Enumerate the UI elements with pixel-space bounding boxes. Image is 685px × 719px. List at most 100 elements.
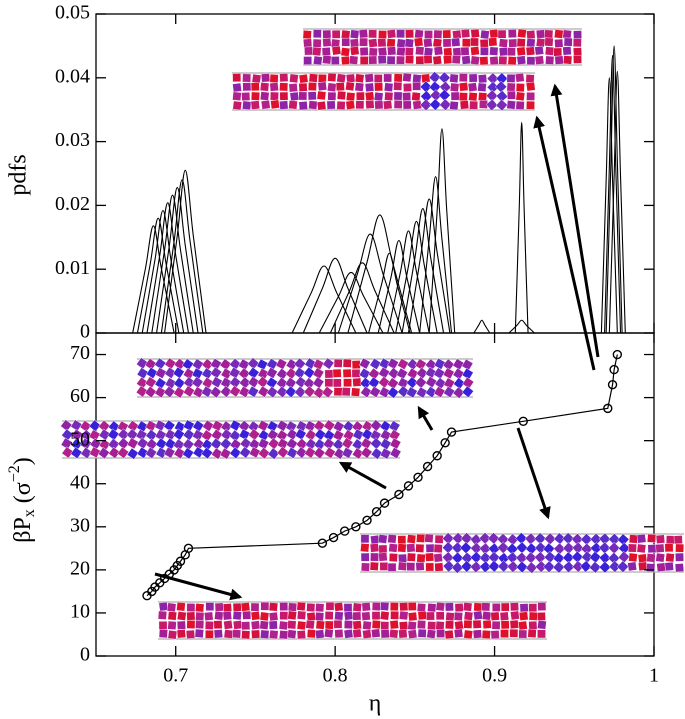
particle [438, 71, 451, 84]
particle [370, 437, 383, 450]
particle [256, 376, 269, 389]
particle [537, 602, 547, 611]
particle [312, 46, 322, 57]
particle [398, 629, 408, 639]
particle [488, 551, 501, 564]
data-point [371, 507, 382, 517]
particle [260, 601, 270, 611]
particle [144, 358, 157, 371]
particle [154, 429, 167, 441]
particle [182, 438, 195, 451]
particle [334, 611, 344, 621]
particle [544, 29, 554, 39]
particle [468, 73, 478, 83]
data-point [432, 451, 442, 461]
particle [402, 72, 412, 83]
particle [443, 377, 456, 390]
particle [458, 82, 469, 92]
particle [369, 543, 380, 553]
particle [250, 602, 260, 612]
particle [219, 358, 232, 371]
particle [393, 73, 403, 83]
particle [383, 82, 394, 92]
particle [449, 82, 460, 93]
particle [500, 602, 510, 612]
particle [144, 376, 157, 389]
particle [219, 437, 232, 450]
particle [313, 447, 326, 460]
particle [345, 73, 356, 84]
particle [500, 620, 510, 630]
particle [186, 603, 196, 612]
particle [459, 541, 473, 554]
particle [656, 562, 666, 573]
data-point [183, 543, 194, 554]
particle [581, 550, 594, 563]
particle [425, 562, 435, 572]
particle [374, 100, 384, 110]
particle [370, 447, 383, 460]
particle [364, 91, 375, 101]
particle [516, 38, 526, 48]
particle [314, 428, 327, 441]
particle [269, 91, 279, 101]
particle [451, 541, 464, 554]
particle [617, 533, 630, 546]
particle [617, 550, 631, 564]
particle [286, 447, 299, 459]
particle [341, 37, 351, 47]
particle [598, 561, 612, 574]
particle [467, 82, 478, 92]
particle [241, 630, 251, 640]
particle [390, 610, 399, 620]
particle [270, 99, 280, 110]
particle [454, 603, 464, 613]
particle [490, 630, 500, 640]
pdf-curve [508, 319, 535, 334]
particle [360, 562, 370, 572]
particle [239, 376, 252, 389]
particle [330, 56, 340, 65]
particle [285, 358, 298, 371]
particle [496, 533, 510, 546]
particle [205, 629, 214, 639]
particle [407, 629, 418, 640]
particle [452, 47, 462, 57]
particle [202, 419, 215, 432]
particle [268, 602, 279, 612]
particle [435, 611, 445, 621]
pdf-curve [132, 225, 175, 334]
particle [88, 419, 101, 432]
particle [157, 610, 168, 620]
particle [176, 629, 187, 639]
particle [497, 29, 507, 39]
particle [485, 98, 498, 111]
particle [158, 621, 168, 630]
particle [223, 620, 233, 630]
x-tick-label: 1 [649, 665, 659, 687]
particle [352, 611, 362, 621]
particle [479, 56, 489, 66]
particle [276, 377, 289, 390]
particle [516, 55, 527, 65]
particle [443, 47, 453, 57]
particle [498, 38, 509, 48]
particle [284, 385, 297, 398]
data-point [175, 556, 186, 566]
particle [276, 429, 289, 442]
particle [229, 419, 242, 432]
pdf-curve [514, 121, 529, 334]
particle [356, 91, 365, 101]
particle [327, 82, 337, 93]
data-point [379, 498, 390, 508]
particle [164, 366, 177, 379]
particle [636, 533, 647, 544]
particle [340, 29, 351, 40]
particle [463, 629, 474, 640]
particle [439, 98, 452, 111]
pdf-curve [401, 208, 445, 334]
particle [306, 602, 316, 612]
particle [333, 447, 346, 460]
particle [220, 376, 233, 389]
particle [108, 446, 121, 459]
